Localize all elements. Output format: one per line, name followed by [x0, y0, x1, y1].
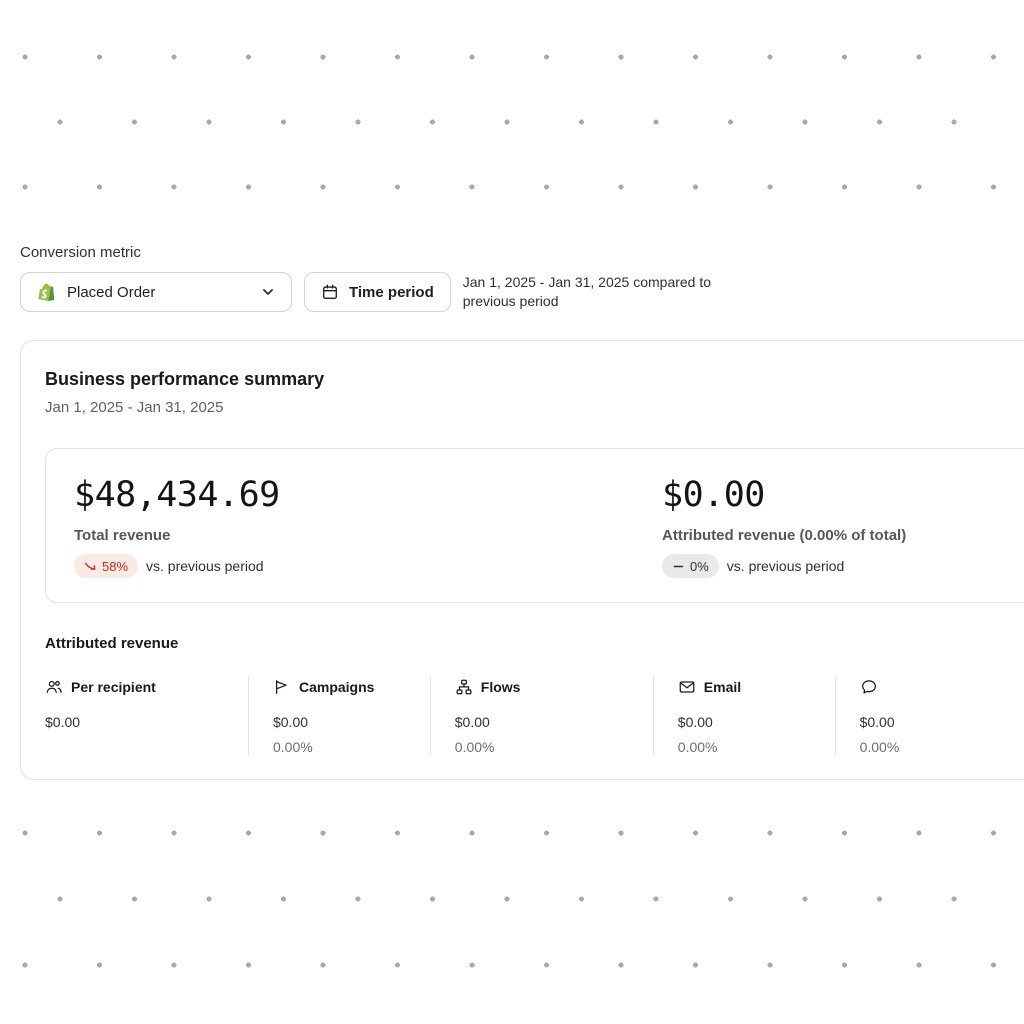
time-period-label: Time period [349, 283, 434, 301]
date-range-text: Jan 1, 2025 - Jan 31, 2025 compared to p… [462, 274, 712, 309]
business-performance-card: Business performance summary Jan 1, 2025… [20, 340, 1024, 780]
attributed-revenue-columns: Per recipient $0.00 Campaigns $0.00 0.00… [45, 676, 1024, 755]
controls-row: Placed Order Time period Jan 1, 2025 - J… [20, 272, 1024, 312]
attr-col-percent: 0.00% [454, 739, 495, 755]
shopify-icon [37, 282, 57, 302]
attr-col-value: $0.00 [677, 714, 713, 730]
change-badge-value: 58% [102, 558, 129, 574]
conversion-metric-value: Placed Order [67, 283, 156, 301]
attr-col-value: $0.00 [454, 714, 490, 730]
total-revenue-metric: $48,434.69 Total revenue 58% vs. previou… [74, 475, 662, 578]
card-title: Business performance summary [45, 369, 325, 389]
conversion-metric-dropdown[interactable]: Placed Order [20, 272, 292, 312]
attr-col-per-recipient: Per recipient $0.00 [45, 676, 248, 755]
attr-col-percent: 0.00% [272, 739, 313, 755]
attributed-revenue-label: Attributed revenue (0.00% of total) [662, 527, 907, 544]
attr-col-percent: 0.00% [677, 739, 718, 755]
change-badge-neutral: 0% [662, 554, 719, 578]
attr-col-label: Flows [480, 679, 521, 695]
attr-col-label: Per recipient [71, 679, 156, 695]
email-icon [678, 678, 696, 696]
campaigns-icon [273, 678, 291, 696]
time-period-button[interactable]: Time period [304, 272, 451, 312]
attr-col-percent [45, 739, 248, 755]
attributed-revenue-comparison: 0% vs. previous period [662, 554, 906, 578]
total-revenue-label: Total revenue [74, 527, 171, 544]
chat-icon [860, 678, 878, 696]
attr-col-value: $0.00 [272, 714, 309, 730]
calendar-icon [321, 283, 339, 301]
dash-icon [672, 560, 685, 573]
card-subtitle: Jan 1, 2025 - Jan 31, 2025 [45, 399, 224, 416]
comparison-text: vs. previous period [146, 558, 264, 574]
attributed-revenue-value: $0.00 [662, 475, 765, 515]
attr-col-percent: 0.00% [859, 739, 900, 755]
flows-icon [455, 678, 473, 696]
change-badge-value: 0% [690, 558, 709, 574]
attr-col-value: $0.00 [45, 714, 81, 730]
chevron-down-icon [261, 285, 275, 299]
dot-grid-background-top [0, 0, 1024, 240]
attr-col-campaigns: Campaigns $0.00 0.00% [247, 676, 430, 755]
trend-down-icon [84, 560, 97, 573]
attr-col-sms: $0.00 0.00% [834, 676, 1024, 755]
comparison-text: vs. previous period [726, 558, 845, 574]
people-icon [45, 678, 63, 696]
total-revenue-comparison: 58% vs. previous period [74, 554, 662, 578]
attr-col-label: Campaigns [298, 679, 375, 695]
attributed-revenue-metric: $0.00 Attributed revenue (0.00% of total… [662, 475, 906, 578]
attr-col-flows: Flows $0.00 0.00% [429, 676, 653, 755]
attributed-revenue-section-title: Attributed revenue [45, 635, 179, 652]
attr-col-label: Email [703, 679, 742, 695]
attr-col-email: Email $0.00 0.00% [652, 676, 835, 755]
dot-grid-background-bottom [0, 810, 1024, 1024]
change-badge-down: 58% [74, 554, 139, 578]
attr-col-value: $0.00 [859, 714, 895, 730]
revenue-metrics-panel: $48,434.69 Total revenue 58% vs. previou… [45, 448, 1024, 603]
analytics-content: Conversion metric Placed Order [20, 244, 1024, 780]
conversion-metric-label: Conversion metric [20, 244, 141, 261]
total-revenue-value: $48,434.69 [74, 475, 280, 515]
